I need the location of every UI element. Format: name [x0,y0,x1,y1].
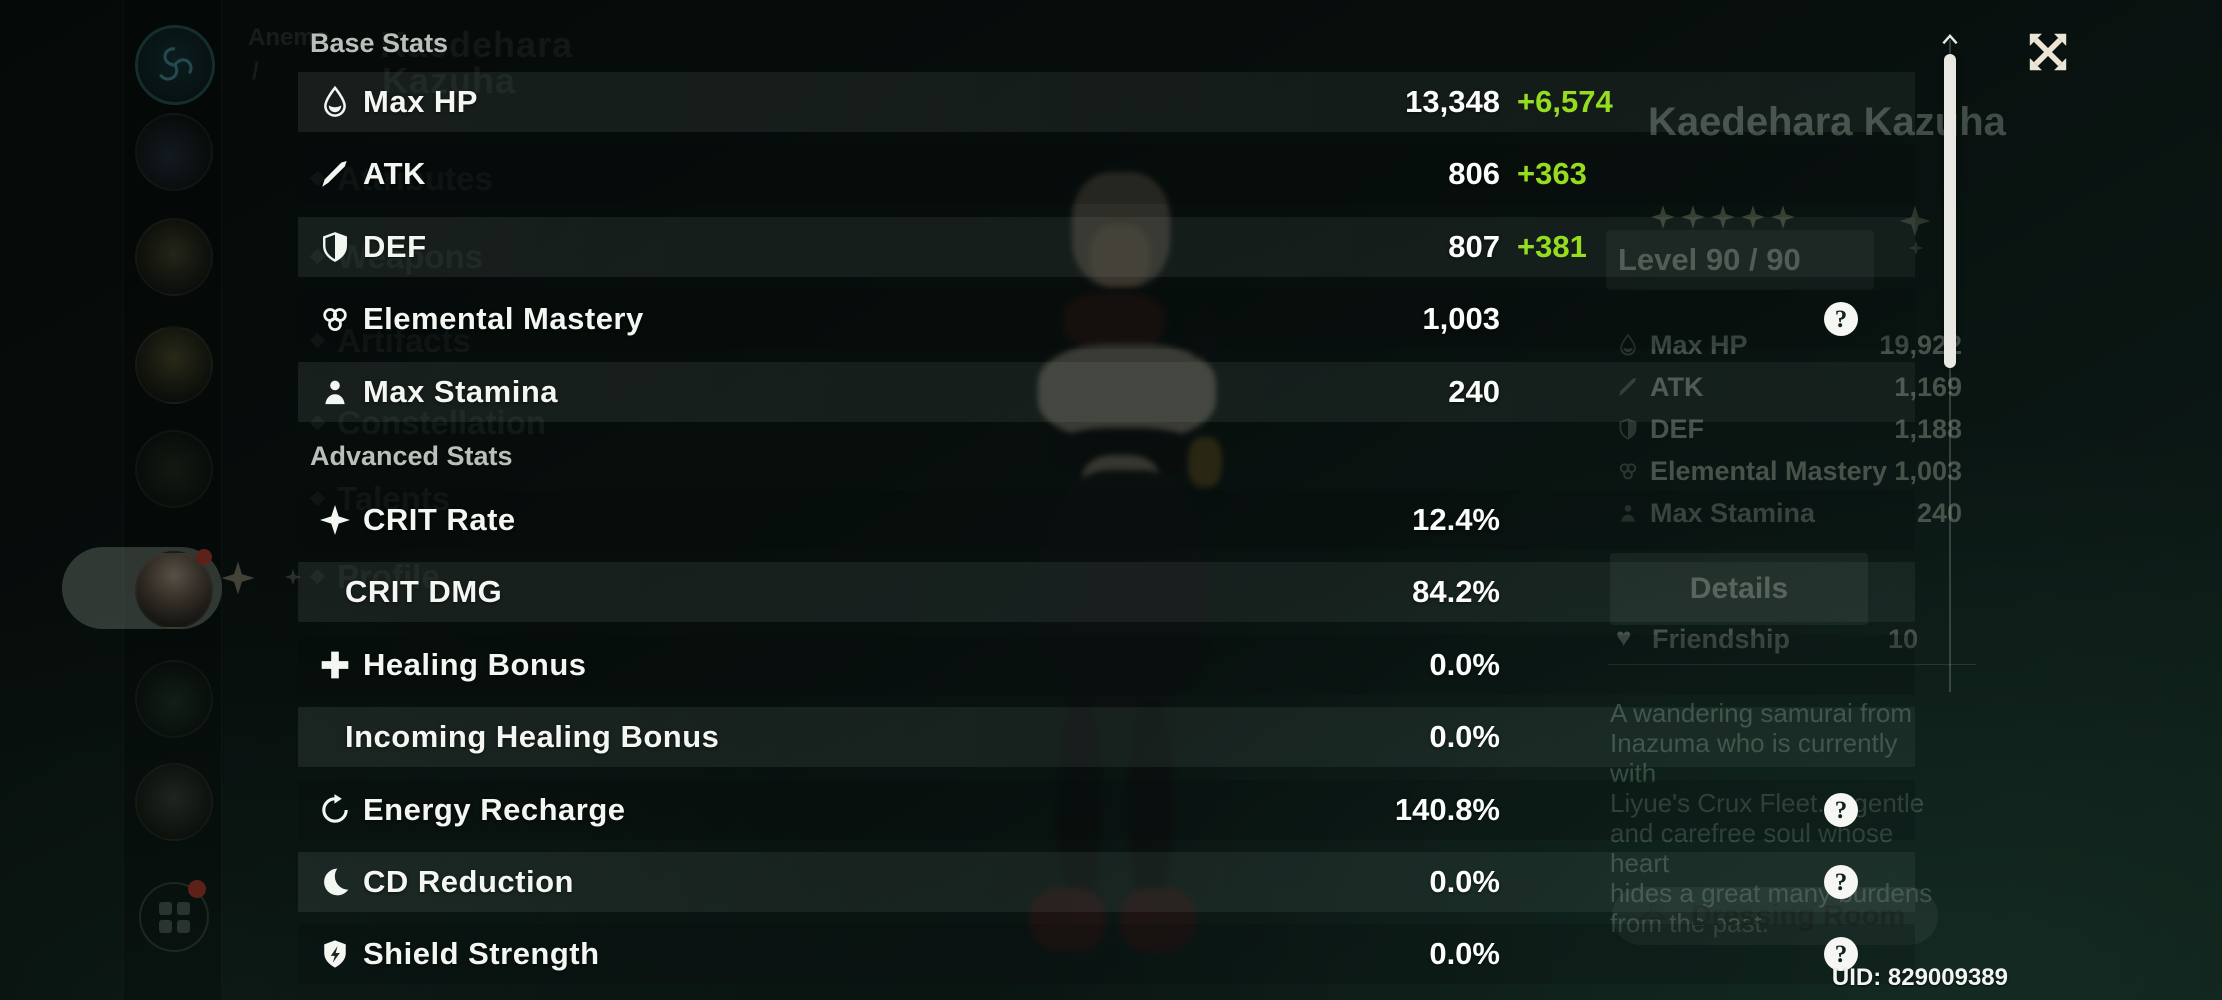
stat-row: CD Reduction 0.0%? [298,851,1915,912]
stat-label: ATK [363,156,426,192]
stat-value: 12.4% [1412,502,1500,537]
help-icon[interactable]: ? [1824,792,1858,827]
base-stats-section-title: Base Stats [310,28,449,58]
stamina-icon [318,375,352,409]
scrollbar-up-icon [1940,30,1960,46]
stat-value: 84.2% [1412,574,1500,610]
stat-label: DEF [363,228,427,264]
healing-bonus-icon [318,648,352,682]
stat-value: 806 [1448,156,1500,192]
stat-row: ATK 806 +363 [298,144,1915,205]
stat-bonus-value: +6,574 [1517,84,1613,119]
scrollbar-thumb[interactable] [1944,54,1956,368]
stat-label: CD Reduction [363,863,574,899]
stat-bonus-value: +381 [1517,228,1587,264]
def-shield-icon [318,230,352,264]
close-button[interactable] [2022,26,2074,78]
stat-value: 13,348 [1405,84,1500,119]
stat-bonus-value: +363 [1517,156,1587,192]
stat-label: Max Stamina [363,373,559,409]
base-stats-rows: Max HP 13,348 +6,574 ATK 806 +363 DEF 807 +381 El… [298,72,1915,422]
stat-value: 807 [1448,228,1500,264]
stat-value: 240 [1448,373,1500,409]
stat-row: Incoming Healing Bonus 0.0% [298,707,1915,768]
stat-value: 0.0% [1429,863,1500,899]
stat-value: 0.0% [1429,936,1500,972]
stat-row: Shield Strength 0.0%? [298,924,1915,985]
stat-row: Max Stamina 240 [298,361,1915,422]
stat-row: Elemental Mastery 1,003? [298,289,1915,350]
help-icon[interactable]: ? [1824,302,1858,337]
stat-label: Max HP [363,84,478,119]
help-icon[interactable]: ? [1824,864,1858,899]
uid-label: UID: 829009389 [1831,964,2008,991]
stat-row: CRIT DMG 84.2% [298,562,1915,623]
stat-label: Shield Strength [363,936,600,972]
stat-value: 140.8% [1394,791,1500,827]
stat-label: CRIT DMG [345,574,503,610]
stat-label: CRIT Rate [363,502,516,537]
stat-label: Elemental Mastery [363,301,644,337]
stat-value: 0.0% [1429,719,1500,755]
stat-value: 0.0% [1429,646,1500,682]
crit-rate-icon [318,503,352,537]
advanced-stats-section-title: Advanced Stats [310,441,513,471]
hp-drop-icon [318,85,352,119]
stat-row: Max HP 13,348 +6,574 [298,72,1915,132]
help-icon[interactable]: ? [1824,937,1858,972]
elemental-mastery-icon [318,302,352,336]
stat-row: CRIT Rate 12.4% [298,490,1915,550]
energy-recharge-icon [318,793,352,827]
stat-label: Incoming Healing Bonus [345,719,720,755]
stat-row: Energy Recharge 140.8%? [298,779,1915,840]
stat-row: Healing Bonus 0.0% [298,634,1915,695]
advanced-stats-rows: CRIT Rate 12.4% CRIT DMG 84.2% Healing Bonus… [298,490,1915,985]
stat-label: Energy Recharge [363,791,626,827]
atk-sword-icon [318,157,352,191]
stat-row: DEF 807 +381 [298,216,1915,277]
cd-reduction-icon [318,865,352,899]
stat-label: Healing Bonus [363,646,587,682]
stat-value: 1,003 [1422,301,1500,337]
shield-strength-icon [318,937,352,971]
